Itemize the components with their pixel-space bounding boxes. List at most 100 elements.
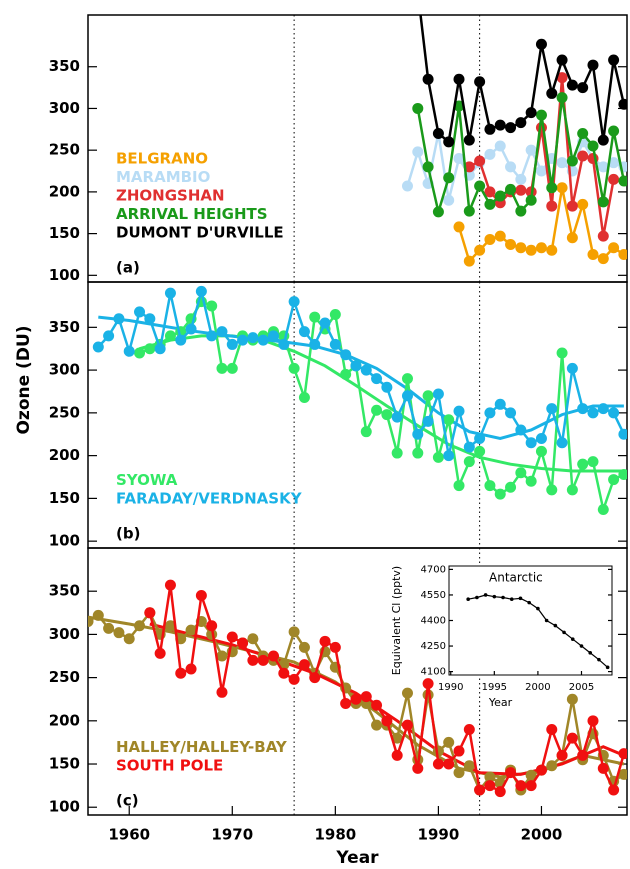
legend-label: BELGRANO [116,150,208,168]
data-point [515,424,527,436]
data-point [546,200,558,212]
y-tick-label: 100 [49,532,80,550]
data-point [525,107,537,119]
data-point [505,122,517,134]
data-point [92,341,104,353]
x-tick-label: 2000 [521,826,563,844]
panel-label: (b) [116,525,140,543]
data-point [484,233,496,245]
data-point [463,205,475,217]
data-point [432,451,444,463]
data-point [535,445,547,457]
data-point [525,144,537,156]
data-point [247,633,259,645]
data-point [206,300,218,312]
data-point [309,672,321,684]
y-tick-label: 100 [49,798,80,816]
data-point [605,665,610,670]
data-point [175,667,187,679]
data-point [484,198,496,210]
data-point [443,194,455,206]
data-point [164,330,176,342]
data-point [474,433,486,445]
data-point [608,173,620,185]
data-point [412,146,424,158]
data-point [134,347,146,359]
data-point [515,242,527,254]
data-point [298,641,310,653]
data-point [535,38,547,50]
data-point [309,338,321,350]
data-point [577,749,589,761]
data-point [278,667,290,679]
plot-frame [87,547,628,816]
y-tick-label: 150 [49,755,80,773]
x-tick-label: 2000 [525,682,550,693]
data-point [412,428,424,440]
data-point [556,72,568,84]
data-point [422,73,434,85]
data-point [484,771,496,783]
y-tick-label: 4250 [421,641,446,652]
data-point [360,426,372,438]
data-point [566,484,578,496]
data-point [391,411,403,423]
data-point [483,593,488,597]
data-point [566,200,578,212]
data-point [577,403,589,415]
data-point [443,414,455,426]
panel-label: (c) [116,792,139,810]
data-point [350,360,362,372]
y-tick-label: 4700 [421,564,446,575]
data-point [278,338,290,350]
data-point [556,54,568,66]
data-point [185,323,197,335]
x-tick-label: 1960 [108,826,150,844]
data-point [587,59,599,71]
data-point [587,140,599,152]
data-point [562,630,566,635]
data-point [618,428,627,440]
data-point [484,186,496,198]
data-point [505,183,517,195]
data-point [566,155,578,167]
data-point [422,678,434,690]
data-point [566,732,578,744]
data-point [556,347,568,359]
data-point [371,373,383,385]
data-point [298,326,310,338]
data-point [577,458,589,470]
data-point [525,475,537,487]
data-point [247,654,259,666]
data-point [474,244,486,256]
data-point [164,287,176,299]
data-point [329,641,341,653]
data-point [319,635,331,647]
data-point [515,173,527,185]
data-point [505,238,517,250]
data-point [371,699,383,711]
data-point [618,248,627,260]
data-point [475,595,479,600]
data-point [401,687,413,699]
data-point [494,488,506,500]
data-point [556,437,568,449]
y-tick-label: 4100 [421,667,446,678]
data-point [381,715,393,727]
data-point [546,760,558,772]
data-point [164,579,176,591]
data-point [103,622,115,634]
inset-x-label: Year [488,696,513,709]
plot-frame [87,281,628,549]
inset-title: Antarctic [489,571,543,585]
data-point [164,620,176,632]
data-point [618,748,627,760]
data-point [494,786,506,798]
data-point [154,343,166,355]
data-point [123,345,135,357]
data-point [577,82,589,94]
data-point [474,155,486,167]
data-point [453,480,465,492]
data-point [546,484,558,496]
data-point [216,650,228,662]
